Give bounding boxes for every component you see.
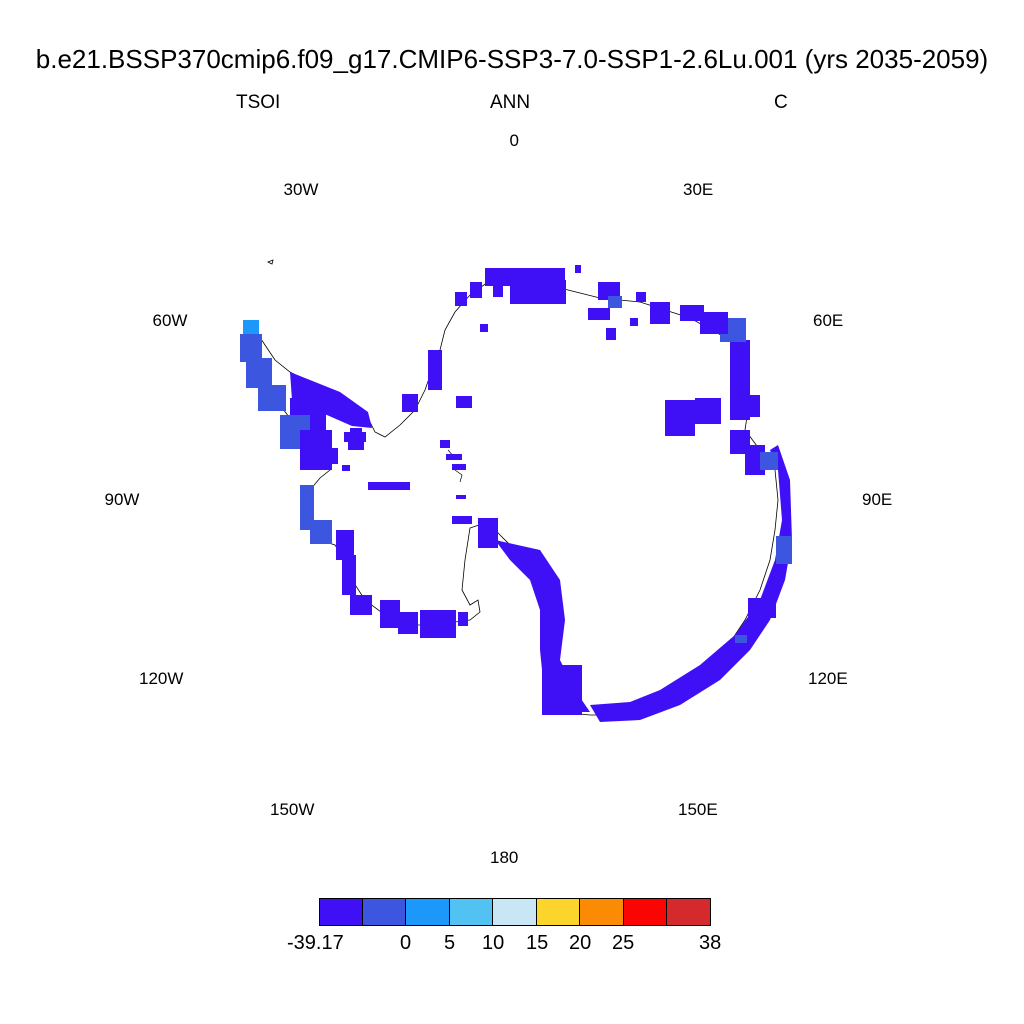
colorbar-box: [536, 898, 581, 926]
lon-label-0: 0: [509, 131, 519, 150]
lon-label-120w: 120W: [139, 669, 184, 688]
colorbar: [319, 898, 711, 926]
colorbar-box: [493, 898, 537, 926]
plot-title: b.e21.BSSP370cmip6.f09_g17.CMIP6-SSP3-7.…: [35, 44, 989, 74]
colorbar-box: [623, 898, 668, 926]
colorbar-box: [667, 898, 711, 926]
coastline: [251, 279, 779, 716]
colorbar-label: 38: [699, 932, 722, 954]
tsoi-grid-cells: [240, 265, 792, 722]
lon-label-30w: 30W: [283, 180, 319, 199]
colorbar-label: -39.17: [287, 932, 344, 954]
colorbar-label: 10: [482, 932, 505, 954]
colorbar-box: [319, 898, 363, 926]
colorbar-box: [406, 898, 450, 926]
lon-label-120e: 120E: [808, 669, 848, 688]
colorbar-box: [362, 898, 407, 926]
lon-label-90e: 90E: [862, 490, 893, 509]
lon-label-60e: 60E: [813, 311, 844, 330]
lon-label-180: 180: [490, 848, 519, 867]
lon-label-30e: 30E: [683, 180, 714, 199]
lon-label-60w: 60W: [152, 311, 188, 330]
variable-label: TSOI: [236, 92, 281, 113]
season-label: ANN: [490, 92, 531, 113]
colorbar-label: 20: [569, 932, 592, 954]
colorbar-label: 25: [612, 932, 635, 954]
lon-label-90w: 90W: [104, 490, 140, 509]
units-label: C: [774, 92, 788, 113]
colorbar-box: [449, 898, 494, 926]
colorbar-label: 0: [400, 932, 412, 954]
lon-label-150w: 150W: [270, 800, 315, 819]
colorbar-label: 5: [444, 932, 456, 954]
colorbar-label: 15: [526, 932, 549, 954]
lon-label-150e: 150E: [678, 800, 718, 819]
colorbar-box: [580, 898, 624, 926]
